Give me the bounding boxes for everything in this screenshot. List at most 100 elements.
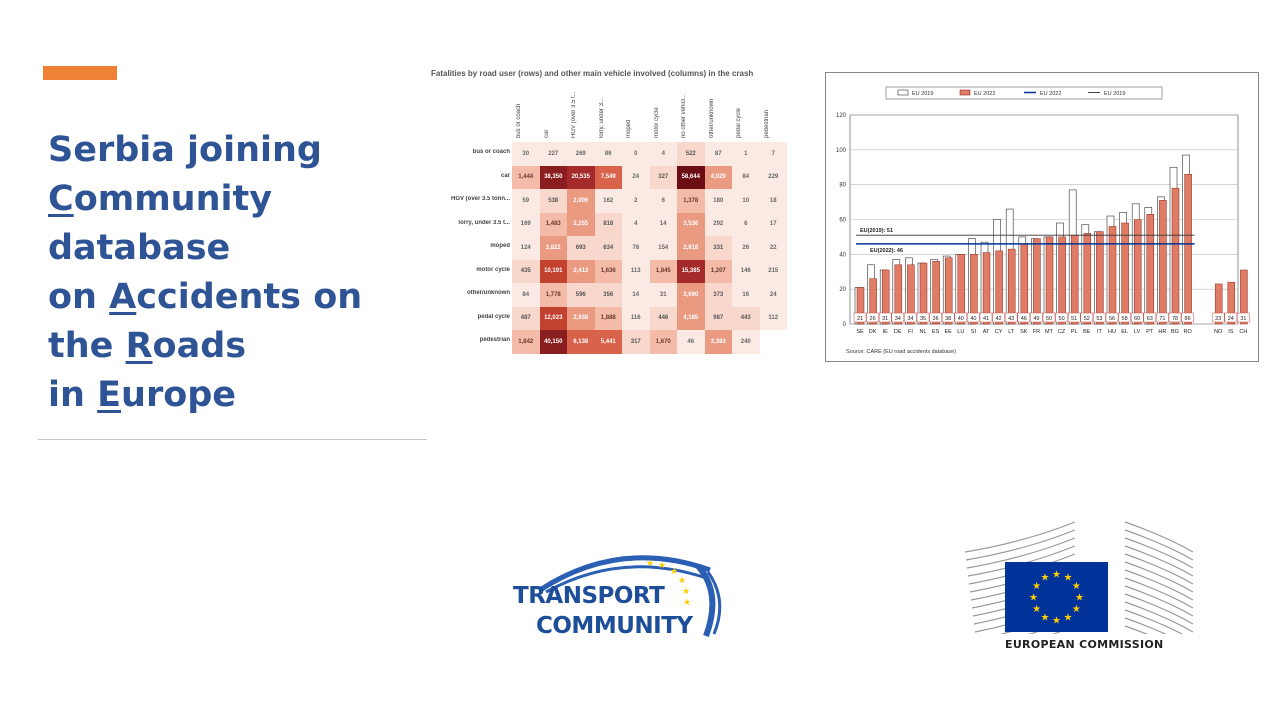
- bar-eu2022: [856, 287, 865, 325]
- heatmap-cell: 4,029: [704, 165, 732, 189]
- bar-value-box: [1224, 312, 1238, 323]
- heatmap-col-header: HGV (over 3.5 t...: [571, 91, 577, 138]
- legend-label: EU 2019: [1104, 91, 1125, 97]
- legend-swatch-eu2019: [897, 89, 909, 96]
- bar-value-box: [853, 312, 867, 323]
- bar-eu2022: [1007, 248, 1016, 325]
- x-tick-label: HR: [1158, 329, 1166, 335]
- y-tick-label: 80: [839, 183, 846, 189]
- bar-value-box: [1211, 312, 1225, 323]
- community-word: COMMUNITY: [536, 613, 693, 639]
- bar-value-box: [1055, 312, 1068, 323]
- heatmap-col-header: no other vehicl...: [681, 93, 687, 138]
- heatmap-cell: 112: [759, 306, 787, 330]
- x-tick-label: EL: [1121, 329, 1128, 335]
- title-line-6: in Europe: [48, 375, 237, 415]
- heatmap-cell: 634: [594, 236, 622, 260]
- ec-building-icon: ★ ★★★★★★★★★★★: [964, 521, 1194, 634]
- ec-building-line: [1124, 553, 1194, 585]
- bar-value-label: 26: [870, 316, 876, 322]
- bar-value-label: 34: [907, 316, 913, 322]
- x-tick-label: IE: [883, 329, 889, 335]
- european-commission-logo: ★ ★ ★ ★ ★ ★ ★ ★ ★ ★ ★ ★: [955, 514, 1200, 654]
- ec-building-line: [1124, 585, 1194, 617]
- heatmap-cell: 2,918: [677, 236, 705, 260]
- bar-eu2022: [1184, 173, 1192, 325]
- heatmap-cell: 292: [704, 212, 732, 236]
- heatmap-cell: 227: [539, 142, 567, 166]
- accent-bar: [43, 66, 117, 80]
- bar-eu2022: [881, 269, 890, 325]
- svg-text:★: ★: [683, 597, 691, 607]
- title-line-5: the Roads: [48, 326, 247, 366]
- bar-chart-svg: 0 20 40 60 80 100 120 EU 2019 EU 2022 EU 2022 EU 2…: [836, 86, 1250, 355]
- heatmap-col-header: pedal cycle: [736, 107, 742, 138]
- x-tick-label: SI: [971, 329, 977, 335]
- bar-value-box: [1042, 312, 1056, 323]
- bar-value-box: [1017, 312, 1031, 323]
- y-tick-label: 0: [843, 322, 847, 328]
- eu-star-icon: ★: [1041, 612, 1050, 623]
- heatmap-cell: 1,636: [594, 259, 622, 283]
- ec-building-line: [1124, 561, 1194, 593]
- x-tick-label: ES: [932, 329, 940, 335]
- heatmap-col-header: lorry, under 3...: [598, 98, 605, 138]
- bar-value-label: 31: [1240, 316, 1246, 322]
- heatmap-cell: 693: [567, 236, 595, 260]
- heatmap-cell: 22: [759, 236, 787, 260]
- heatmap-cell: 1,888: [594, 306, 622, 330]
- heatmap-cell: 16: [732, 283, 760, 307]
- heatmap-row-label: pedestrian: [479, 337, 510, 343]
- heatmap-cell: 59: [512, 189, 540, 213]
- heatmap-cell: 1,378: [677, 189, 705, 213]
- heatmap-cell: 818: [594, 212, 622, 236]
- heatmap-cell: 5,441: [594, 330, 622, 354]
- heatmap-cell: 40,150: [539, 330, 567, 354]
- heatmap-cell: 446: [649, 306, 677, 330]
- heatmap-cell: 18: [759, 189, 787, 213]
- heatmap-cell: 6: [649, 189, 677, 213]
- heatmap-cell: 240: [732, 330, 760, 354]
- x-tick-label: CH: [1239, 329, 1247, 335]
- heatmap-cell: 146: [732, 259, 760, 283]
- x-tick-label: SE: [856, 329, 864, 335]
- eu-star-icon: ★: [1072, 581, 1081, 592]
- heatmap-cell: 154: [649, 236, 677, 260]
- bar-value-box: [1143, 312, 1157, 323]
- ec-building-line: [1124, 529, 1194, 561]
- bar-value-box: [1080, 312, 1094, 323]
- bar-value-label: 43: [1008, 316, 1014, 322]
- heatmap-row-label: HGV (over 3.5 tonn...: [450, 196, 510, 202]
- bar-value-label: 50: [1046, 316, 1052, 322]
- bar-eu2022: [957, 254, 966, 325]
- eu-star-icon: ★: [1029, 593, 1038, 604]
- bar-value-label: 23: [1215, 316, 1221, 322]
- bar-value-label: 86: [1185, 316, 1191, 322]
- bar-value-label: 42: [996, 316, 1002, 322]
- heatmap-cell: 2,255: [567, 212, 595, 236]
- ec-building-line: [1124, 569, 1194, 601]
- x-tick-label: AT: [983, 329, 990, 335]
- heatmap-cell: 10,191: [539, 259, 567, 283]
- bar-eu2022: [1096, 231, 1104, 325]
- bar-value-label: 36: [933, 316, 939, 322]
- heatmap-cell: 327: [649, 165, 677, 189]
- bar-value-label: 50: [1059, 316, 1065, 322]
- bar-eu2022: [1146, 214, 1155, 325]
- heatmap-cell: 0: [622, 142, 650, 166]
- heatmap-cell: 7,549: [594, 165, 622, 189]
- heatmap-cell: 26: [732, 236, 760, 260]
- bar-value-label: 31: [882, 316, 888, 322]
- svg-text:★: ★: [670, 566, 678, 576]
- bar-value-label: 41: [983, 316, 989, 322]
- heatmap-col-header: car: [543, 129, 550, 138]
- transport-community-logo: ★ ★ ★ ★ ★ ★ TRANSPORT COMMUNITY: [510, 548, 725, 643]
- x-tick-label: IS: [1228, 329, 1234, 335]
- bar-eu2022: [1214, 283, 1223, 325]
- bar-value-label: 35: [920, 316, 926, 322]
- heatmap-cell: 84: [732, 165, 760, 189]
- x-tick-label: IT: [1097, 329, 1103, 335]
- ec-building-line: [1124, 601, 1194, 633]
- bar-value-box: [1168, 312, 1182, 323]
- heatmap-row-label: bus or coach: [472, 149, 510, 155]
